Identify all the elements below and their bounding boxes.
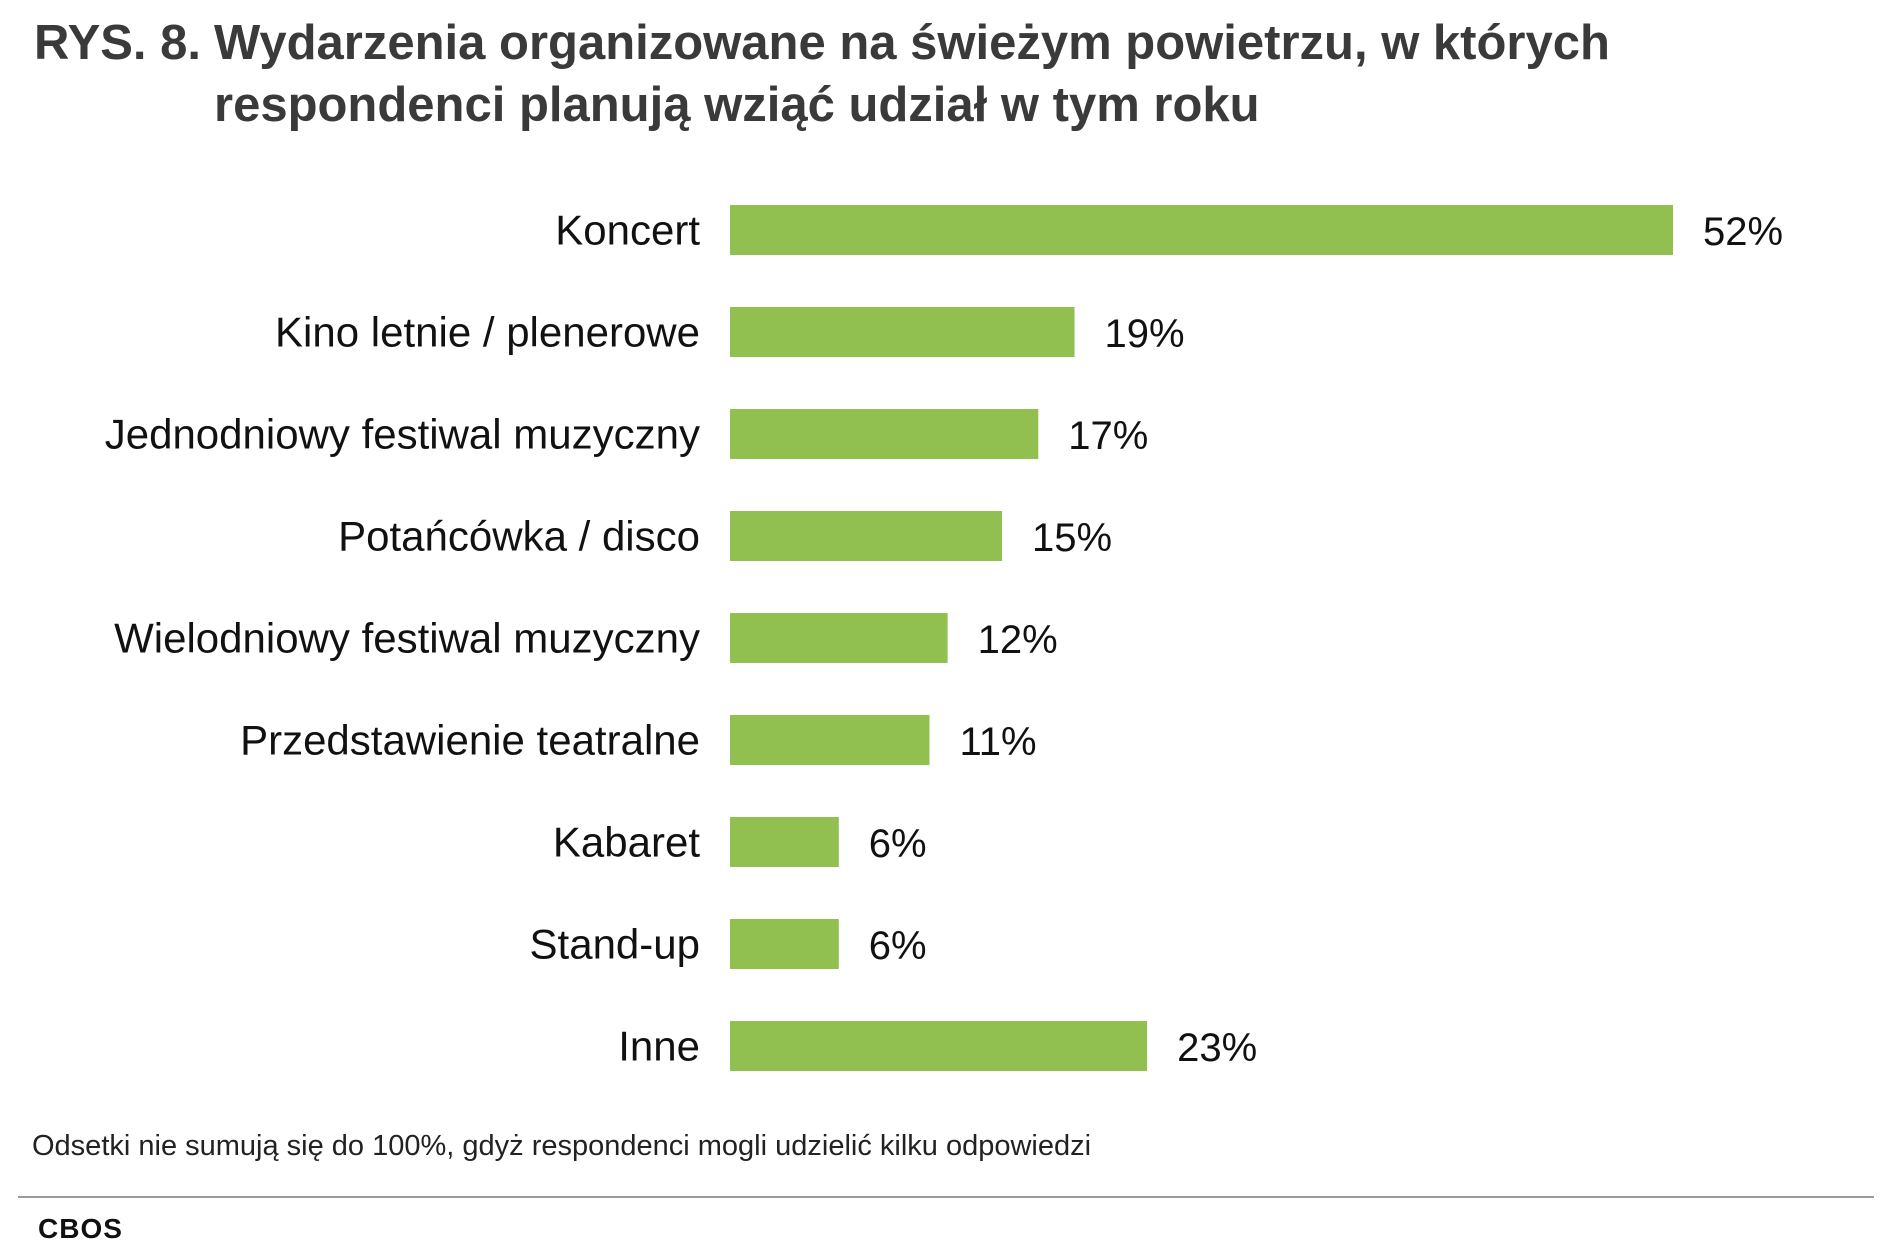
divider: [18, 1196, 1874, 1198]
source-logo: CBOS: [38, 1213, 123, 1244]
bar: [730, 1021, 1148, 1071]
category-label: Kabaret: [553, 819, 700, 866]
bar: [730, 307, 1075, 357]
data-label: 6%: [869, 822, 927, 866]
bar: [730, 613, 948, 663]
category-label: Koncert: [555, 207, 700, 254]
data-label: 12%: [978, 618, 1058, 662]
category-label: Jednodniowy festiwal muzyczny: [105, 411, 700, 458]
category-label: Potańcówka / disco: [338, 513, 700, 560]
data-label: 19%: [1105, 312, 1185, 356]
bar: [730, 409, 1039, 459]
category-label: Stand-up: [530, 921, 700, 968]
title-text: Wydarzenia organizowane na świeżym powie…: [214, 16, 1610, 132]
bar: [730, 205, 1673, 255]
bar: [730, 715, 930, 765]
bar-chart: Koncert 52% Kino letnie / plenerowe 19% Jedn…: [105, 205, 1783, 1071]
data-label: 17%: [1068, 414, 1148, 458]
category-label: Wielodniowy festiwal muzyczny: [114, 615, 700, 662]
data-label: 52%: [1703, 210, 1783, 254]
bar: [730, 919, 839, 969]
data-label: 15%: [1032, 516, 1112, 560]
data-label: 23%: [1177, 1026, 1257, 1070]
bar: [730, 511, 1003, 561]
data-label: 11%: [959, 720, 1036, 764]
category-label: Inne: [618, 1023, 700, 1070]
data-label: 6%: [869, 924, 927, 968]
footnote: Odsetki nie sumują się do 100%, gdyż res…: [32, 1130, 1092, 1162]
category-label: Przedstawienie teatralne: [240, 717, 700, 764]
category-label: Kino letnie / plenerowe: [275, 309, 700, 356]
figure-number: RYS. 8.: [34, 16, 202, 70]
bar: [730, 817, 839, 867]
